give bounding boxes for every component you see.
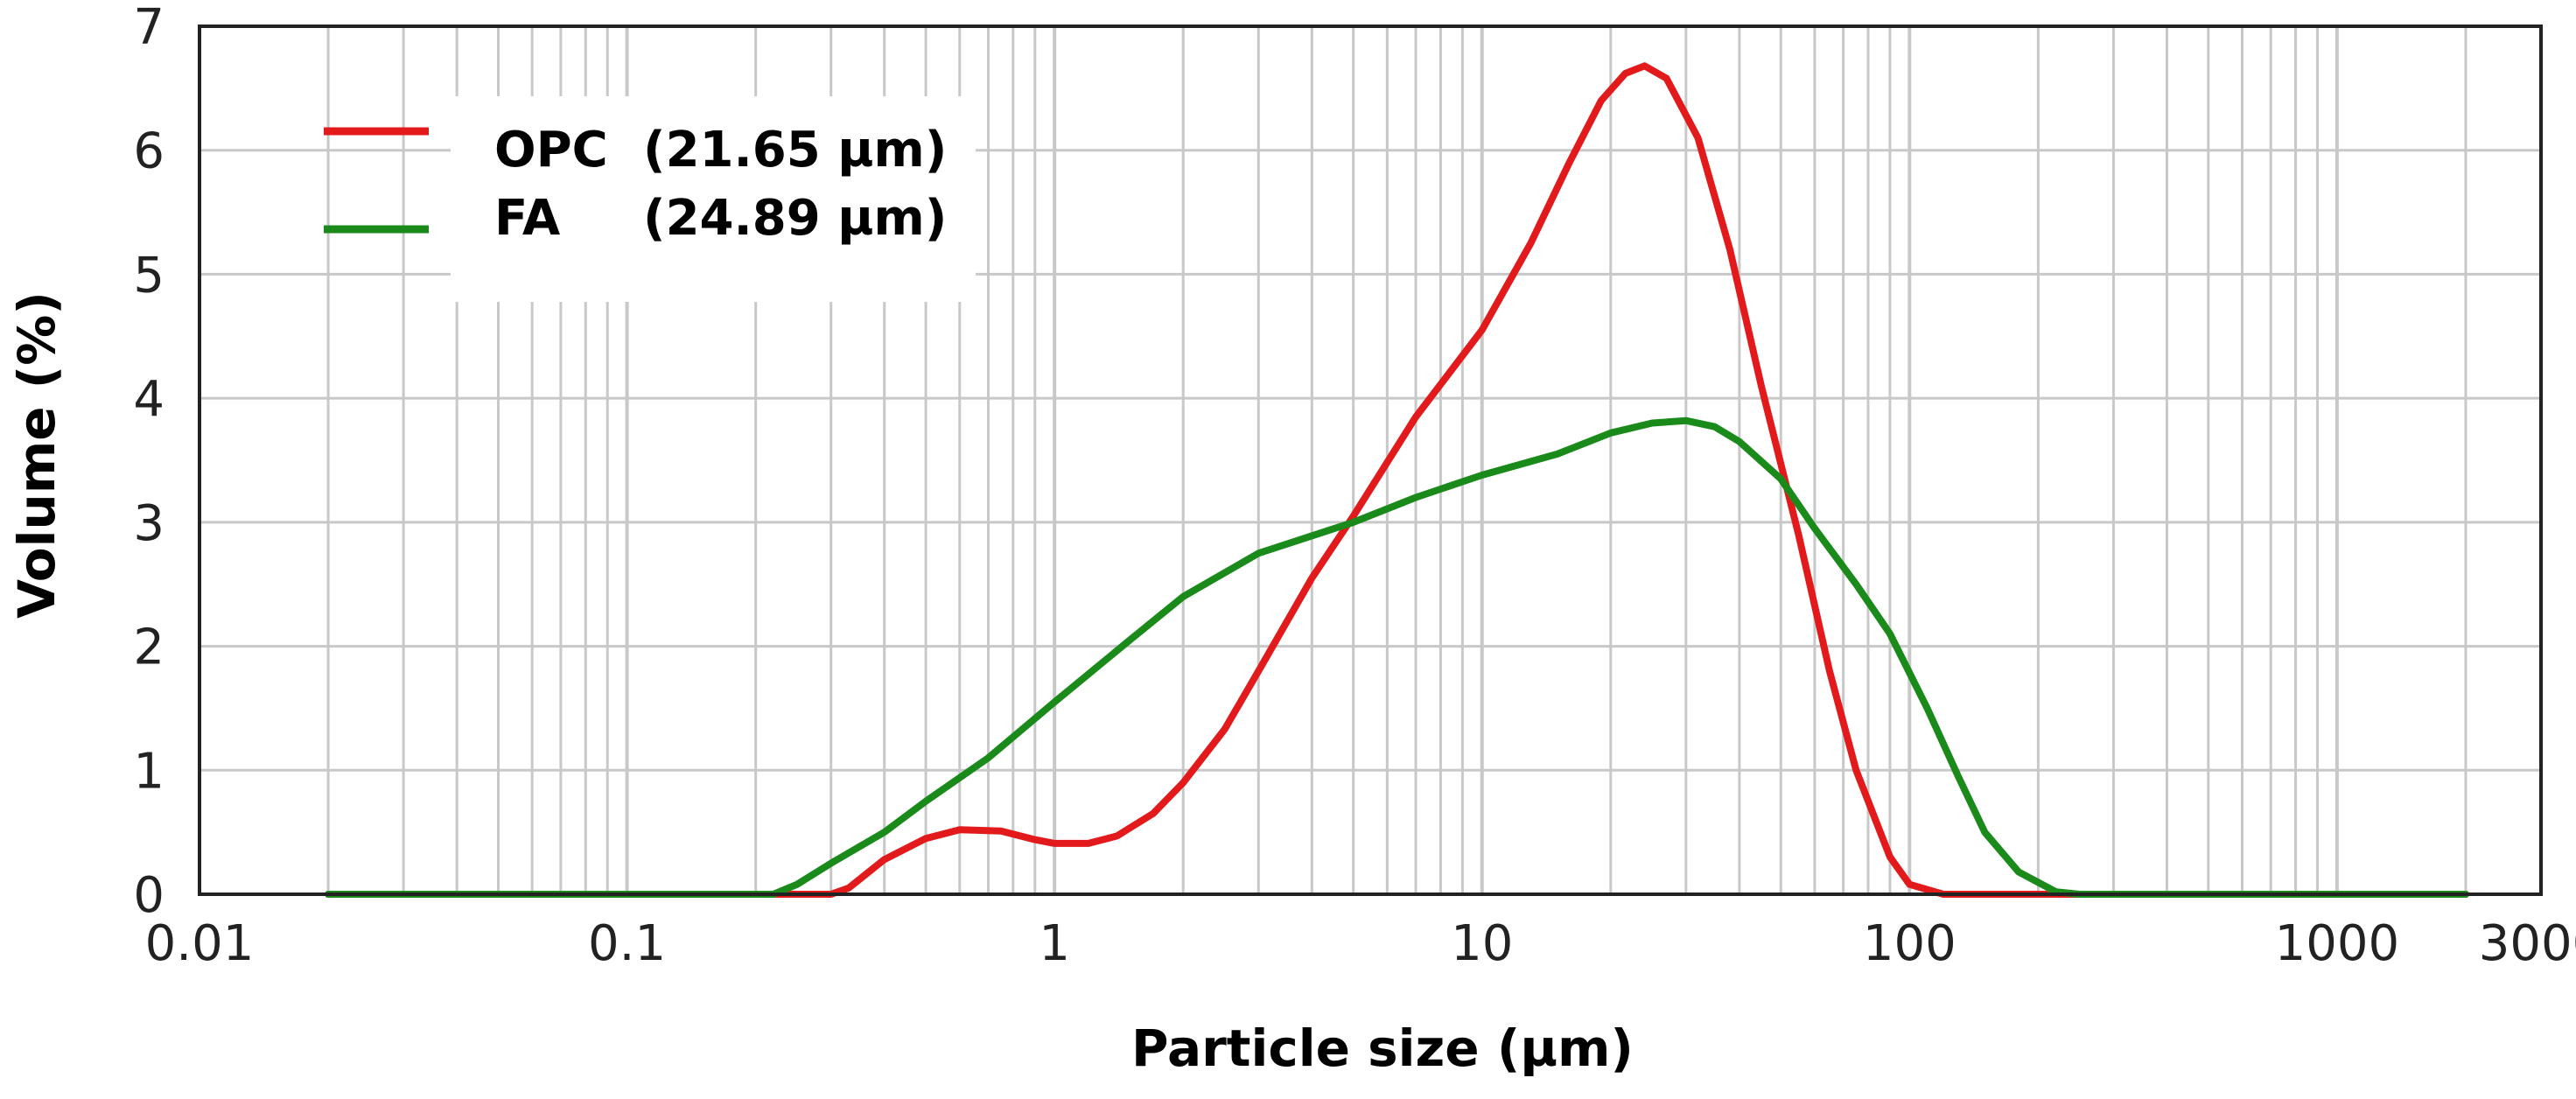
x-tick-label: 1 [1039,915,1070,972]
x-axis-title: Particle size (µm) [1131,1018,1634,1078]
legend-label-opc: OPC [494,122,608,178]
series-line-fa [325,416,2469,898]
y-tick-label: 3 [133,495,164,552]
x-tick-label: 1000 [2275,915,2400,972]
y-tick-label: 4 [133,371,164,428]
y-tick-label: 2 [133,620,164,676]
x-tick-label: 0.1 [588,915,666,972]
grid-lines [198,26,2543,894]
x-tick-label: 100 [1863,915,1956,972]
y-tick-label: 1 [133,743,164,800]
plot-frame [198,24,2543,896]
legend-value-opc: (21.65 µm) [643,122,947,178]
x-tick-label: 0.01 [145,915,255,972]
data-series [325,62,2469,898]
series-line-opc [325,62,2469,898]
y-tick-label: 7 [133,0,164,56]
legend-background [451,96,976,302]
y-tick-label: 5 [133,247,164,304]
y-tick-label: 6 [133,123,164,180]
y-axis-title: Volume (%) [7,291,66,619]
legend-value-fa: (24.89 µm) [643,190,947,247]
legend-label-fa: FA [494,190,561,247]
x-tick-label: 10 [1451,915,1513,972]
legend: OPC (21.65 µm) FA (24.89 µm) [324,96,976,302]
y-tick-label: 0 [133,867,164,924]
